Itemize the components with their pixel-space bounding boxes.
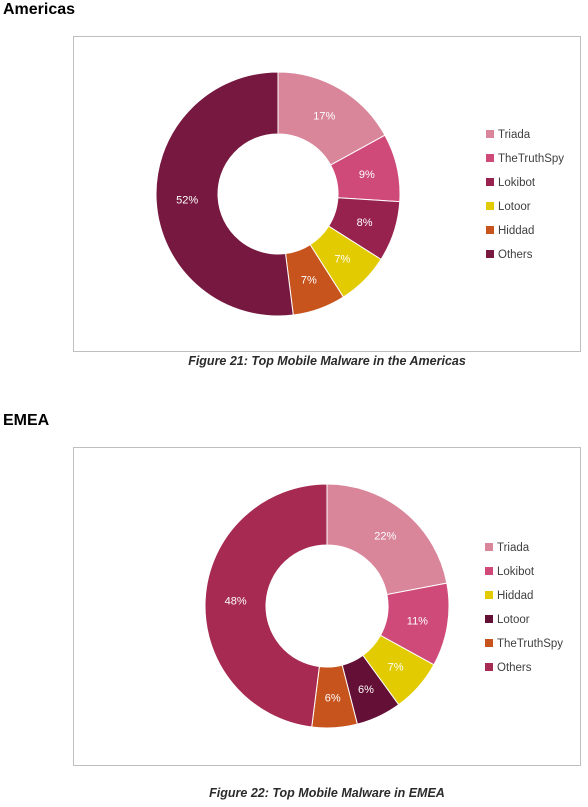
donut-chart-emea: 22% 11% 7% 6% 6% 48% Triada Lokibot Hiddad Lotoor… [204,483,563,729]
legend-label-others: Others [497,662,532,674]
legend-swatch-lotoor [486,202,494,210]
legend-swatch-others [485,663,493,671]
legend-label-thetruthspy: TheTruthSpy [497,638,563,650]
chart-frame-emea: 22% 11% 7% 6% 6% 48% Triada Lokibot Hiddad Lotoor… [73,447,581,766]
slice-triada [326,483,448,596]
legend-swatch-triada [486,130,494,138]
legend-swatch-triada [485,543,493,551]
legend-label-thetruthspy: TheTruthSpy [498,153,564,165]
legend-label-lotoor: Lotoor [497,614,530,626]
legend-swatch-thetruthspy [485,639,493,647]
legend-label-lokibot: Lokibot [497,566,535,578]
section-title-emea: EMEA [3,412,50,429]
legend-label-hiddad: Hiddad [498,225,534,237]
donut-chart-americas: 17% 9% 8% 7% 7% 52% Triada TheTruthSpy Lokibot Lo… [155,71,564,317]
legend-swatch-hiddad [486,226,494,234]
legend-swatch-lokibot [485,567,493,575]
slice-triada [277,71,386,166]
figure-caption-emea: Figure 22: Top Mobile Malware in EMEA [209,786,445,800]
data-label-others: 52% [176,195,198,207]
legend-swatch-thetruthspy [486,154,494,162]
legend-swatch-lokibot [486,178,494,186]
data-label-thetruthspy: 6% [325,692,341,704]
slice-others [155,71,294,317]
chart-frame-americas: 17% 9% 8% 7% 7% 52% Triada TheTruthSpy Lokibot Lo… [73,36,581,352]
figure-caption-americas: Figure 21: Top Mobile Malware in the Ame… [188,354,466,368]
data-label-triada: 22% [374,530,396,542]
legend-label-triada: Triada [498,129,531,141]
legend-swatch-others [486,250,494,258]
data-label-triada: 17% [313,111,335,123]
slice-others [204,483,328,728]
data-label-lotoor: 7% [334,253,350,265]
data-label-lotoor: 6% [358,684,374,696]
data-label-others: 48% [225,595,247,607]
data-label-hiddad: 7% [388,662,404,674]
legend-label-lotoor: Lotoor [498,201,531,213]
legend-label-lokibot: Lokibot [498,177,536,189]
section-title-americas: Americas [3,1,76,18]
data-label-lokibot: 11% [407,615,428,627]
legend-label-hiddad: Hiddad [497,590,533,602]
data-label-thetruthspy: 9% [359,169,375,181]
data-label-hiddad: 7% [301,275,317,287]
legend-swatch-hiddad [485,591,493,599]
legend-label-triada: Triada [497,542,530,554]
legend-swatch-lotoor [485,615,493,623]
data-label-lokibot: 8% [357,217,373,229]
legend-label-others: Others [498,249,533,261]
